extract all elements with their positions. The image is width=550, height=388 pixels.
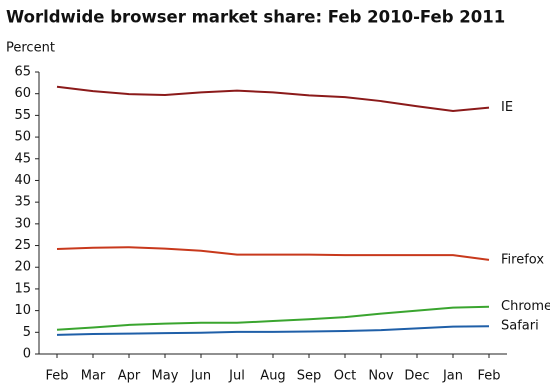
x-tick-label: Apr <box>118 369 141 384</box>
series-line <box>56 85 490 113</box>
y-tick-label: 20 <box>14 260 31 275</box>
series-label: Firefox <box>501 252 544 267</box>
chart-title: Worldwide browser market share: Feb 2010… <box>6 8 505 27</box>
y-tick-label: 5 <box>23 325 31 340</box>
y-tick-label: 55 <box>14 108 31 123</box>
y-tick-label: 50 <box>14 130 31 145</box>
x-tick-label: Mar <box>81 369 106 384</box>
y-tick-label: 60 <box>14 86 31 101</box>
y-tick-label: 15 <box>14 281 31 296</box>
series-line <box>56 246 490 261</box>
y-tick-label: 35 <box>14 195 31 210</box>
series-line <box>56 305 490 331</box>
x-tick-label: Jul <box>228 369 245 384</box>
y-tick-label: 10 <box>14 303 31 318</box>
x-tick-label: Dec <box>404 369 429 384</box>
x-tick-label: Oct <box>334 369 356 384</box>
y-tick-label: 30 <box>14 216 31 231</box>
x-tick-label: Aug <box>260 369 285 384</box>
y-tick-label: 25 <box>14 238 31 253</box>
y-axis-label: Percent <box>6 41 55 56</box>
y-tick-label: 40 <box>14 173 31 188</box>
series-line <box>56 325 490 336</box>
x-tick-label: Feb <box>45 369 68 384</box>
series-label: IE <box>501 100 513 115</box>
series-label: Chrome <box>501 299 550 314</box>
x-tick-label: May <box>152 369 179 384</box>
y-tick-label: 0 <box>23 347 31 362</box>
x-tick-label: Feb <box>477 369 500 384</box>
x-tick-label: Jun <box>190 369 211 384</box>
y-tick-label: 65 <box>14 65 31 80</box>
series-label: Safari <box>501 319 539 334</box>
y-tick-label: 45 <box>14 151 31 166</box>
x-tick-label: Nov <box>368 369 394 384</box>
x-tick-label: Sep <box>297 369 322 384</box>
x-tick-label: Jan <box>442 369 463 384</box>
